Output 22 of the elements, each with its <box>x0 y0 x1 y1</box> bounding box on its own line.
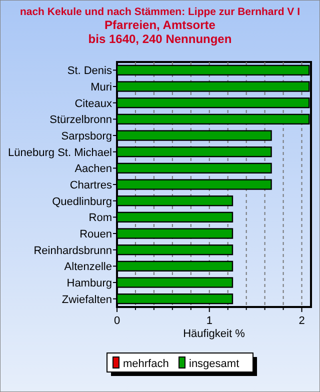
chart-title: nach Kekule und nach Stämmen: Lippe zur Bernhard V I Pfarreien, Amtsorte bis 1640, 240 Nennungen <box>20 6 300 46</box>
x-tick-label: 0 <box>114 315 120 327</box>
y-tick-label: Stürzelbronn <box>50 114 112 126</box>
legend-label: insgesamt <box>189 358 240 370</box>
y-tick-label: Rouen <box>80 228 112 240</box>
x-tick-label: 1 <box>206 315 212 327</box>
y-tick-label: Muri <box>90 82 112 94</box>
y-tick-label: Reinhardsbrunn <box>34 244 112 257</box>
y-tick-label: Quedlinburg <box>52 196 112 208</box>
y-tick-label: Zwiefalten <box>62 294 112 306</box>
y-tick-label: Chartres <box>70 180 112 192</box>
y-tick-label: Aachen <box>74 163 112 176</box>
y-tick-label: Sarpsborg <box>61 130 112 142</box>
y-tick-label: Rom <box>88 212 112 224</box>
y-tick-label: Hamburg <box>66 278 112 290</box>
y-tick-label: Lüneburg St. Michael <box>8 146 112 159</box>
x-axis-title: Häufigkeit % <box>183 328 246 340</box>
legend-label: mehrfach <box>123 358 169 370</box>
x-tick-label: 2 <box>298 315 305 327</box>
y-tick-label: St. Denis <box>67 65 112 78</box>
y-tick-label: Citeaux <box>74 98 112 110</box>
y-tick-label: Altenzelle <box>64 261 112 274</box>
